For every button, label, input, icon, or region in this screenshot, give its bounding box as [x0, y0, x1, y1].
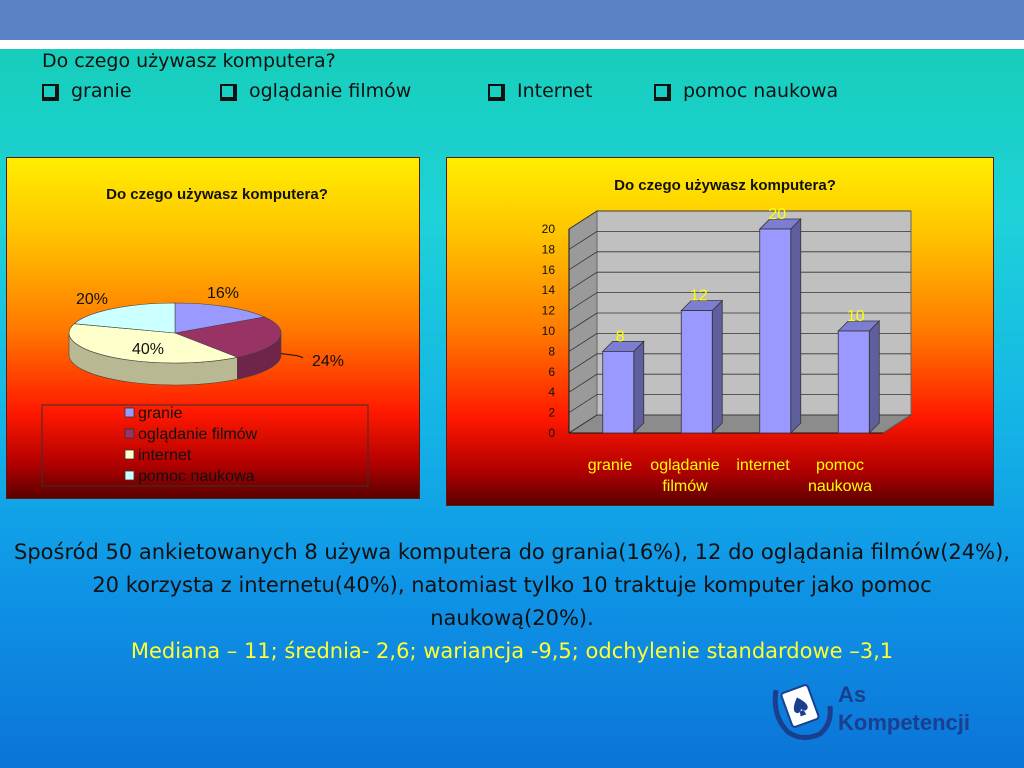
logo-line1: As [838, 682, 866, 707]
bar-chart: Do czego używasz komputera? 0 2 4 6 8 10 12 14 1… [542, 177, 913, 495]
y-tick-label: 12 [542, 304, 556, 318]
gridline [568, 373, 911, 393]
answer-options: granie oglądanie filmów Internet pomoc n… [42, 80, 942, 106]
pie-legend-box [41, 404, 369, 487]
legend-entry: pomoc naukowa [138, 468, 255, 485]
checkbox-icon [42, 83, 59, 101]
y-tick-label: 10 [542, 324, 556, 338]
statistics-text: Mediana – 11; średnia- 2,6; wariancja -9… [130, 639, 894, 663]
gridline [568, 271, 911, 291]
y-tick-label: 0 [548, 426, 555, 440]
bar [680, 299, 724, 434]
legend-swatch [124, 428, 135, 439]
pie-chart-panel: Do czego używasz komputera? 16% 24% 40% 20%… [6, 157, 420, 499]
y-tick-label: 2 [548, 406, 555, 420]
checkbox-icon [488, 83, 505, 101]
pie-data-label: 20% [76, 291, 108, 308]
legend-swatch [124, 407, 135, 418]
pie-leader-line [281, 353, 304, 359]
pie-chart-title: Do czego używasz komputera? [106, 186, 328, 203]
option-label: oglądanie filmów [249, 80, 412, 102]
x-tick-label: granie [588, 457, 633, 474]
option-pomoc: pomoc naukowa [654, 80, 838, 102]
pie-data-label: 24% [312, 353, 344, 370]
gridline [568, 231, 911, 250]
playing-card-icon [780, 684, 820, 728]
gridline [568, 251, 911, 271]
option-internet: Internet [488, 80, 592, 102]
y-tick-label: 4 [548, 385, 555, 399]
option-granie: granie [42, 80, 132, 102]
top-divider [0, 40, 1024, 49]
bar-chart-panel: Do czego używasz komputera? 0 2 4 6 8 10 12 14 1… [446, 157, 994, 506]
option-label: Internet [517, 80, 593, 102]
pie-data-label: 16% [207, 285, 239, 302]
summary-text: Spośród 50 ankietowanych 8 używa kompute… [14, 540, 1010, 630]
y-tick-label: 16 [542, 263, 556, 277]
y-tick-label: 20 [542, 222, 556, 236]
checkbox-icon [654, 83, 671, 101]
option-label: granie [71, 80, 132, 102]
gridline [568, 414, 911, 434]
logo-swoosh-icon [772, 689, 833, 740]
checkbox-icon [220, 83, 237, 101]
x-tick-label: pomoc naukowa [808, 457, 872, 495]
bar-data-label: 8 [616, 328, 625, 345]
bar-data-label: 10 [847, 308, 865, 325]
x-tick-label: oglądanie filmów [650, 457, 720, 495]
legend-swatch [124, 470, 135, 481]
legend-entry: granie [138, 405, 183, 422]
y-tick-label: 14 [542, 283, 556, 297]
bar-chart-title: Do czego używasz komputera? [614, 177, 836, 194]
x-tick-label: internet [736, 457, 790, 474]
pie-slice [173, 316, 282, 358]
bar [837, 320, 881, 434]
option-ogladanie: oglądanie filmów [220, 80, 411, 102]
pie-slice [68, 323, 239, 364]
pie-slice [174, 302, 266, 334]
y-tick-label: 8 [548, 344, 555, 358]
gridline [568, 292, 911, 311]
legend-swatch [124, 449, 135, 460]
question-title: Do czego używasz komputera? [42, 50, 336, 72]
bar [758, 218, 802, 434]
gridline [568, 210, 911, 230]
as-kompetencji-logo: As Kompetencji [770, 676, 1000, 746]
bar [601, 340, 645, 434]
bar-data-label: 12 [690, 288, 708, 305]
y-tick-label: 6 [548, 365, 555, 379]
option-label: pomoc naukowa [683, 80, 839, 102]
gridline [568, 353, 911, 373]
pie-chart: Do czego używasz komputera? 16% 24% 40% 20%… [41, 186, 369, 487]
top-bar [0, 0, 1024, 40]
gridline [568, 394, 911, 413]
bar-data-label: 20 [768, 206, 786, 223]
legend-entry: internet [138, 447, 192, 464]
pie-slice [73, 302, 176, 334]
pie-data-label: 40% [132, 341, 164, 358]
gridline [568, 332, 911, 352]
y-tick-label: 18 [542, 242, 556, 256]
legend-entry: oglądanie filmów [138, 426, 258, 443]
gridline [568, 312, 911, 332]
logo-line2: Kompetencji [838, 710, 970, 735]
